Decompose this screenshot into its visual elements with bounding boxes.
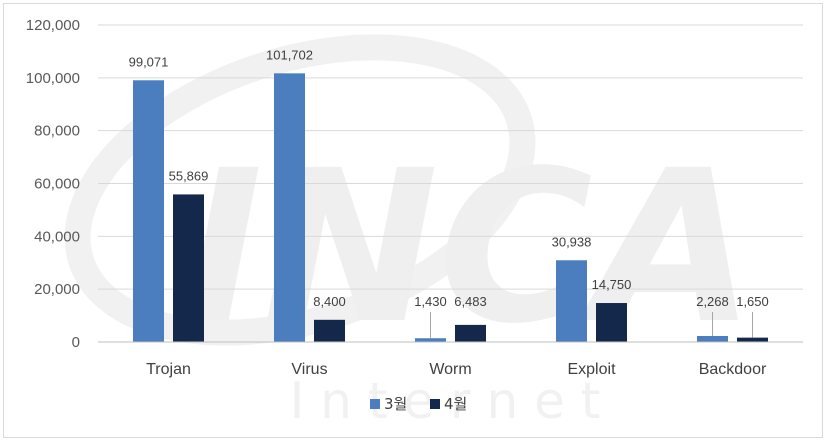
legend-swatch bbox=[430, 399, 440, 409]
y-tick-label: 20,000 bbox=[34, 281, 80, 298]
bar bbox=[173, 194, 204, 342]
leader-lines bbox=[430, 312, 753, 339]
bar bbox=[415, 338, 446, 342]
data-label: 2,268 bbox=[696, 294, 729, 309]
x-tick-label: Backdoor bbox=[699, 361, 767, 378]
data-label: 1,650 bbox=[736, 294, 769, 309]
x-tick-label: Worm bbox=[429, 361, 471, 378]
data-label: 6,483 bbox=[454, 294, 487, 309]
x-tick-label: Exploit bbox=[567, 361, 616, 378]
legend-label: 4월 bbox=[444, 395, 467, 413]
gridlines bbox=[98, 24, 803, 290]
y-tick-label: 100,000 bbox=[26, 70, 80, 87]
bar bbox=[274, 73, 305, 342]
y-tick-label: 120,000 bbox=[26, 17, 80, 34]
data-label: 8,400 bbox=[313, 294, 346, 309]
data-label: 55,869 bbox=[169, 168, 209, 183]
y-axis-ticks: 0 20,000 40,000 60,000 80,000 100,000 120,000 bbox=[26, 17, 80, 351]
watermark-swoosh bbox=[64, 34, 536, 346]
x-tick-label: Virus bbox=[291, 361, 327, 378]
bar bbox=[596, 303, 627, 342]
x-tick-label: Trojan bbox=[146, 361, 191, 378]
bar bbox=[556, 260, 587, 342]
y-tick-label: 80,000 bbox=[34, 123, 80, 140]
bar bbox=[455, 324, 486, 342]
data-label: 14,750 bbox=[592, 277, 632, 292]
legend-swatch bbox=[370, 399, 380, 409]
bar bbox=[697, 336, 728, 342]
legend: 3월 4월 bbox=[370, 395, 467, 413]
y-tick-label: 60,000 bbox=[34, 176, 80, 193]
bar bbox=[133, 80, 164, 342]
data-label: 99,071 bbox=[129, 54, 169, 69]
legend-label: 3월 bbox=[384, 395, 407, 413]
y-tick-label: 0 bbox=[72, 334, 80, 351]
bar bbox=[314, 319, 345, 342]
bars bbox=[133, 73, 768, 342]
data-label: 101,702 bbox=[266, 47, 313, 62]
watermark-sub-text: I n t e r n e t bbox=[290, 372, 601, 430]
y-tick-label: 40,000 bbox=[34, 228, 80, 245]
data-label: 1,430 bbox=[414, 294, 447, 309]
data-labels: 99,071 55,869 101,702 8,400 1,430 6,483 30,938… bbox=[129, 47, 769, 309]
x-axis: Trojan Virus Worm Exploit Backdoor bbox=[98, 341, 803, 378]
data-label: 30,938 bbox=[552, 234, 592, 249]
bar bbox=[737, 337, 768, 342]
